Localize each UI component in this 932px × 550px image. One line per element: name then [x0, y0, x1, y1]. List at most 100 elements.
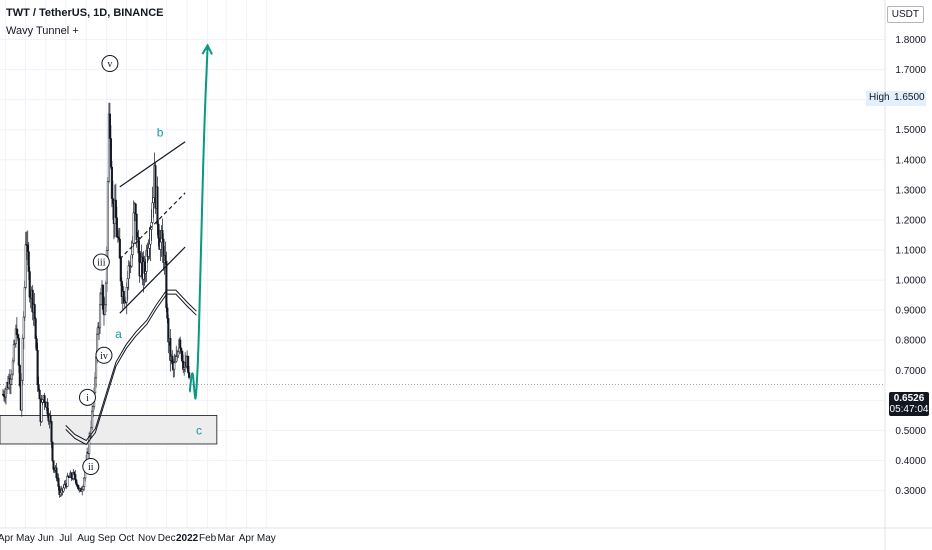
y-tick-label: 1.3000 — [895, 185, 926, 196]
bar-countdown: 05:47:04 — [889, 404, 929, 415]
forecast-arrowhead — [201, 43, 213, 55]
candle-body — [149, 229, 152, 245]
candle-body — [171, 355, 174, 363]
wave-label-b: b — [157, 126, 164, 140]
candle-body — [180, 347, 183, 352]
candle-body — [41, 399, 44, 403]
candles — [1, 102, 191, 498]
candle-body — [147, 248, 150, 257]
candle-body — [9, 378, 12, 385]
candle-body — [4, 388, 8, 398]
forecast-path — [188, 44, 209, 400]
candle-body — [15, 328, 18, 336]
x-tick-label: May — [16, 533, 35, 544]
high-value: 1.6500 — [894, 92, 925, 103]
y-tick-label: 1.2000 — [895, 215, 926, 226]
y-tick-label: 0.8000 — [895, 336, 926, 347]
candle-body — [187, 356, 190, 373]
candle-body — [144, 271, 147, 274]
candle-body — [59, 492, 62, 495]
y-tick-label: 0.7000 — [895, 366, 926, 377]
y-tick-label: 0.9000 — [895, 306, 926, 317]
x-tick-label: 2022 — [176, 533, 199, 544]
candle-body — [75, 479, 78, 485]
candle-body — [177, 351, 180, 356]
candle-body — [16, 334, 19, 339]
x-tick-label: Jul — [59, 533, 72, 544]
candle-body — [57, 477, 60, 487]
price-axis[interactable]: 0.30000.40000.50000.60000.70000.80000.90… — [884, 0, 926, 550]
candle-body — [55, 467, 58, 478]
candle-body — [38, 389, 41, 400]
candle-body — [125, 286, 128, 303]
x-tick-label: Apr — [0, 533, 14, 544]
candle-body — [34, 318, 37, 339]
candle-body — [109, 138, 112, 168]
candle-body — [166, 307, 169, 319]
candle-body — [159, 241, 162, 250]
channel — [119, 141, 186, 314]
candle-body — [98, 304, 102, 329]
candle-body — [82, 486, 85, 490]
x-tick-label: Nov — [138, 533, 156, 544]
x-tick-label: May — [257, 533, 276, 544]
x-tick-label: Jun — [38, 533, 54, 544]
symbol-title[interactable]: TWT / TetherUS, 1D, BINANCE — [6, 7, 164, 19]
candle-body — [51, 441, 54, 461]
candle-body — [2, 394, 6, 397]
wave-label-circle — [78, 388, 96, 406]
indicator-label[interactable]: Wavy Tunnel + — [6, 25, 79, 37]
candle-body — [103, 304, 107, 315]
wave-label-circle — [82, 458, 100, 476]
candle-body — [151, 202, 154, 223]
candle-body — [161, 230, 164, 240]
candle-body — [111, 198, 114, 204]
candle-body — [81, 489, 84, 492]
candle-body — [165, 260, 168, 309]
candle-body — [164, 255, 167, 262]
candle-body — [134, 203, 137, 215]
x-tick-label: Feb — [199, 533, 217, 544]
candle-body — [110, 166, 113, 199]
wave-label-iii: iii — [97, 258, 106, 269]
wave-label-c: c — [196, 423, 202, 437]
currency-label[interactable]: USDT — [886, 6, 924, 23]
candle-body — [12, 344, 15, 362]
candle-body — [50, 421, 53, 443]
high-tag: High 1.6500 — [866, 91, 926, 106]
candle-body — [66, 475, 69, 487]
time-axis[interactable]: Apr May Jun Jul Aug Sep Oct Nov Dec 2022 Feb Mar Apr… — [0, 527, 932, 544]
y-tick-label: 1.5000 — [895, 125, 926, 136]
y-tick-label: 1.4000 — [895, 155, 926, 166]
candle-body — [83, 477, 86, 487]
candle-body — [74, 474, 77, 481]
candle-body — [139, 262, 142, 277]
y-tick-label: 0.3000 — [895, 486, 926, 497]
candle-body — [36, 350, 39, 386]
high-label: High — [869, 92, 890, 103]
candle-body — [114, 199, 117, 218]
wave-label-circle — [101, 55, 119, 73]
wavy-tunnel — [65, 289, 197, 446]
x-tick-label: Sep — [98, 533, 116, 544]
candle-body — [91, 410, 94, 429]
x-tick-label: Apr — [239, 533, 255, 544]
candle-body — [92, 406, 95, 412]
candle-body — [95, 356, 98, 379]
candle-body — [33, 304, 36, 319]
candle-body — [132, 212, 135, 244]
candle-body — [18, 365, 21, 386]
candle-body — [181, 350, 184, 362]
wave-label-ii: ii — [88, 462, 94, 473]
y-tick-label: 1.1000 — [895, 246, 926, 257]
x-tick-label: Oct — [119, 533, 135, 544]
candle-body — [22, 316, 25, 339]
candle-body — [94, 377, 97, 394]
wave-label-circle — [95, 346, 113, 364]
candle-body — [127, 265, 130, 280]
candle-body — [46, 402, 49, 415]
y-tick-label: 1.8000 — [895, 35, 926, 46]
candle-body — [115, 217, 118, 237]
channel-upper-line — [119, 141, 186, 188]
